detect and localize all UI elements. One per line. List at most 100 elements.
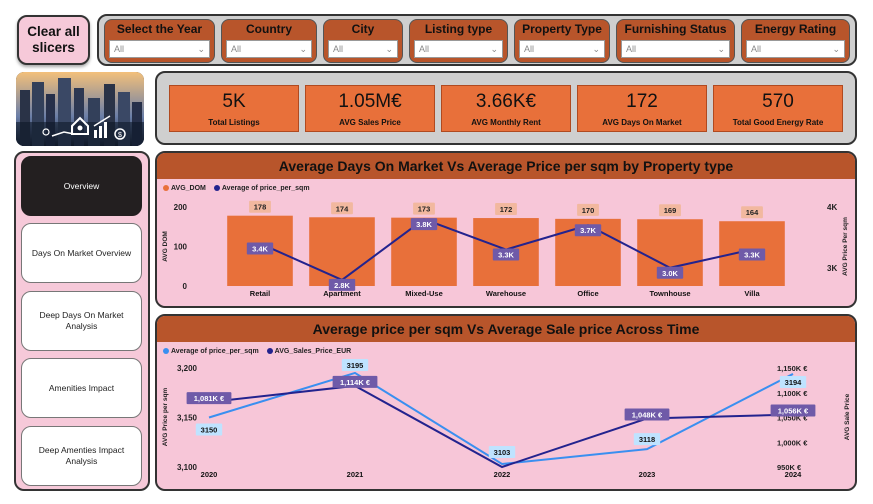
y-tick-label: 3,200 — [177, 364, 198, 373]
slicer-property-type[interactable]: Property Type All ⌄ — [514, 19, 610, 63]
y-tick-label: 100 — [174, 243, 188, 252]
slicer-bar: Select the Year All ⌄ Country All ⌄ City A… — [97, 14, 857, 66]
kpi-total-listings: 5K Total Listings — [169, 85, 299, 132]
slicer-furnishing-status[interactable]: Furnishing Status All ⌄ — [616, 19, 735, 63]
y2-tick-label: 1,150K € — [777, 364, 808, 373]
line-data-label-bg — [492, 248, 520, 261]
x-tick-label: 2023 — [639, 470, 656, 479]
bar-data-label: 178 — [254, 203, 267, 212]
bar-data-label: 164 — [746, 208, 759, 217]
svg-text:$: $ — [118, 132, 122, 139]
slicer-listing-type[interactable]: Listing type All ⌄ — [409, 19, 508, 63]
x-tick-label: Retail — [250, 289, 270, 298]
real-estate-logo-image: $ — [16, 72, 144, 146]
slicer-dropdown[interactable]: All ⌄ — [621, 40, 730, 58]
slicer-dropdown[interactable]: All ⌄ — [414, 40, 503, 58]
bar-data-label: 173 — [418, 205, 431, 214]
x-tick-label: Townhouse — [649, 289, 690, 298]
x-tick-label: Apartment — [323, 289, 361, 298]
nav-overview-button[interactable]: Overview — [21, 156, 142, 216]
slicer-dropdown[interactable]: All ⌄ — [519, 40, 605, 58]
slicer-year[interactable]: Select the Year All ⌄ — [104, 19, 215, 63]
slicer-value: All — [524, 44, 535, 54]
line-data-label-bg — [332, 375, 378, 388]
chart-title: Average Days On Market Vs Average Price … — [157, 153, 855, 179]
line-data-label-bg — [779, 375, 807, 388]
line-data-label-bg — [195, 423, 223, 436]
line-data-label-bg — [633, 433, 661, 446]
x-tick-label: 2022 — [494, 470, 511, 479]
chevron-down-icon: ⌄ — [490, 43, 498, 54]
slicer-title: Property Type — [522, 22, 602, 36]
bar-data-label-bg — [577, 203, 599, 216]
line-data-label: 3.8K — [416, 220, 432, 229]
x-tick-label: Mixed-Use — [405, 289, 443, 298]
y-tick-label: 3,100 — [177, 463, 198, 472]
slicer-country[interactable]: Country All ⌄ — [221, 19, 317, 63]
slicer-dropdown[interactable]: All ⌄ — [109, 40, 210, 58]
chevron-down-icon: ⌄ — [385, 43, 393, 54]
slicer-dropdown[interactable]: All ⌄ — [226, 40, 312, 58]
x-tick-label: 2020 — [201, 470, 218, 479]
y2-axis-label: AVG Sale Price — [844, 393, 851, 440]
kpi-label: AVG Days On Market — [602, 118, 682, 127]
slicer-value: All — [626, 44, 637, 54]
y2-tick-label: 3K — [827, 264, 837, 273]
legend-item: AVG_DOM — [163, 185, 206, 192]
clear-all-slicers-button[interactable]: Clear all slicers — [17, 15, 90, 65]
chevron-down-icon: ⌄ — [197, 43, 205, 54]
legend-swatch — [163, 185, 169, 192]
line-series — [208, 384, 794, 469]
slicer-energy-rating[interactable]: Energy Rating All ⌄ — [741, 19, 850, 63]
y2-axis-label: AVG Price Per sqm — [842, 217, 849, 276]
legend-swatch — [266, 348, 273, 355]
line-data-label: 3195 — [347, 361, 364, 370]
y2-tick-label: 1,100K € — [777, 389, 808, 398]
x-tick-label: Warehouse — [486, 289, 526, 298]
chart-legend: AVG_DOM Average of price_per_sqm — [163, 185, 310, 192]
y2-tick-label: 1,050K € — [777, 414, 808, 423]
line-data-label-bg — [656, 266, 684, 279]
kpi-value: 172 — [626, 91, 658, 112]
x-tick-label: 2021 — [347, 470, 364, 479]
kpi-bar: 5K Total Listings 1.05M€ AVG Sales Price… — [155, 71, 857, 145]
y2-tick-label: 1,000K € — [777, 438, 808, 447]
line-data-label: 3.3K — [744, 251, 760, 260]
slicer-dropdown[interactable]: All ⌄ — [746, 40, 845, 58]
legend-item: Average of price_per_sqm — [213, 185, 310, 192]
legend-label: AVG_Sales_Price_EUR — [274, 348, 352, 355]
dom-vs-price-chart: AVG DOM AVG Price Per sqm 0 100 200 4K 3K 178 Re… — [162, 200, 849, 298]
kpi-label: AVG Sales Price — [339, 118, 401, 127]
kpi-avg-days-on-market: 172 AVG Days On Market — [577, 85, 707, 132]
kpi-total-good-energy-rate: 570 Total Good Energy Rate — [713, 85, 843, 132]
slicer-title: City — [351, 22, 375, 36]
line-data-label: 2.8K — [334, 281, 350, 290]
line-data-label-bg — [246, 242, 274, 255]
nav-amenities-impact-button[interactable]: Amenities Impact — [21, 358, 142, 418]
line-data-label-bg — [186, 392, 232, 405]
nav-days-on-market-button[interactable]: Days On Market Overview — [21, 223, 142, 283]
bar-data-label: 174 — [336, 204, 349, 213]
legend-label: Average of price_per_sqm — [171, 348, 259, 355]
slicer-value: All — [751, 44, 762, 54]
kpi-label: Total Listings — [208, 118, 260, 127]
kpi-label: Total Good Energy Rate — [732, 118, 824, 127]
nav-deep-amenities-impact-button[interactable]: Deep Amenties Impact Analysis — [21, 426, 142, 486]
slicer-value: All — [419, 44, 430, 54]
line-data-label: 3150 — [201, 426, 218, 435]
slicer-title: Select the Year — [116, 22, 203, 36]
line-data-label: 1,056K € — [778, 407, 809, 416]
nav-deep-days-on-market-button[interactable]: Deep Days On Market Analysis — [21, 291, 142, 351]
line-series — [208, 371, 794, 466]
x-tick-label: 2024 — [785, 470, 803, 479]
slicer-dropdown[interactable]: All ⌄ — [328, 40, 398, 58]
bar-data-label: 170 — [582, 206, 595, 215]
slicer-city[interactable]: City All ⌄ — [323, 19, 403, 63]
chevron-down-icon: ⌄ — [592, 43, 600, 54]
x-tick-label: Office — [577, 289, 598, 298]
line-data-label: 1,081K € — [194, 394, 225, 403]
price-vs-sale-time-chart-panel: Average price per sqm Vs Average Sale pr… — [155, 314, 857, 491]
chart-title: Average price per sqm Vs Average Sale pr… — [157, 316, 855, 342]
kpi-label: AVG Monthly Rent — [471, 118, 541, 127]
y-tick-label: 200 — [174, 203, 188, 212]
